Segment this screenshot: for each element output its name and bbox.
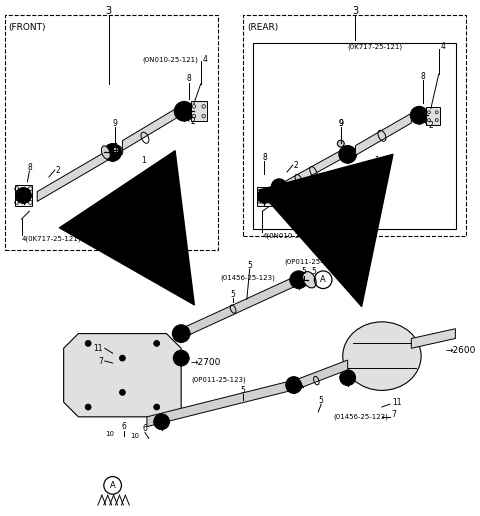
Circle shape [104,143,121,161]
Ellipse shape [343,322,421,391]
Ellipse shape [112,147,119,154]
Polygon shape [181,275,299,338]
Circle shape [339,146,357,163]
Text: 1: 1 [375,156,379,165]
Circle shape [16,188,31,203]
Circle shape [174,102,194,121]
Circle shape [154,414,169,430]
Bar [5,15,218,250]
Circle shape [271,179,287,195]
Circle shape [120,390,125,395]
Polygon shape [37,148,113,201]
Bar [257,187,272,206]
Polygon shape [356,113,411,155]
Circle shape [286,377,301,392]
Text: 11: 11 [392,398,401,407]
Bar [15,185,32,206]
Text: 2: 2 [294,160,299,170]
Text: 10: 10 [105,431,114,438]
Ellipse shape [303,271,316,288]
Circle shape [340,370,356,385]
Polygon shape [286,151,341,190]
Text: 6: 6 [143,424,147,433]
Text: 5: 5 [311,267,316,277]
Text: 8: 8 [262,153,267,162]
Polygon shape [411,329,456,348]
Ellipse shape [337,140,344,147]
Bar [426,107,440,125]
Text: 3: 3 [106,6,112,17]
Text: (0P011-25-123): (0P011-25-123) [191,376,246,383]
Text: 3: 3 [352,6,359,17]
Text: 5: 5 [231,290,236,299]
Text: →2700: →2700 [191,359,221,367]
Text: 8: 8 [187,74,192,84]
Polygon shape [64,334,181,417]
Text: 7: 7 [392,410,396,420]
Text: 5: 5 [247,261,252,269]
Text: 5: 5 [240,386,245,395]
Ellipse shape [101,146,110,159]
Circle shape [120,355,125,361]
Text: 9: 9 [112,119,117,127]
Text: (0P011-25-123): (0P011-25-123) [284,259,339,265]
Circle shape [258,190,271,203]
Text: 5: 5 [319,396,324,405]
Text: →2600: →2600 [445,346,476,354]
Text: 11: 11 [93,344,103,353]
Bar [243,15,466,236]
Text: A: A [320,275,326,284]
Circle shape [172,325,190,343]
Text: (0N010-25-121): (0N010-25-121) [142,56,198,62]
Text: (0K717-25-121): (0K717-25-121) [348,43,403,50]
Text: 4(0N010-25-121): 4(0N010-25-121) [263,232,323,239]
Text: (REAR): (REAR) [247,23,278,32]
Text: 4: 4 [203,55,207,64]
Bar [252,43,456,229]
Polygon shape [147,378,303,427]
Circle shape [154,404,160,410]
Text: 2: 2 [429,121,434,130]
Text: 2: 2 [191,117,196,125]
Bar [191,102,206,121]
Text: 8: 8 [27,163,32,172]
Text: 5: 5 [301,267,306,277]
Text: 1: 1 [142,156,146,165]
Text: 6: 6 [122,422,127,431]
Circle shape [286,378,301,393]
Text: (01456-25-123): (01456-25-123) [220,275,275,281]
Text: 9: 9 [338,119,343,127]
Text: 7: 7 [98,357,103,365]
Text: (01456-25-123): (01456-25-123) [333,414,388,420]
Circle shape [290,271,308,288]
Circle shape [85,404,91,410]
Text: 4(0K717-25-121): 4(0K717-25-121) [22,235,81,242]
Text: 8: 8 [420,72,425,80]
Text: 9: 9 [338,119,343,127]
Circle shape [154,341,160,346]
Text: 10: 10 [131,433,140,440]
Polygon shape [122,105,181,151]
Circle shape [410,106,428,124]
Circle shape [173,350,189,366]
Circle shape [85,341,91,346]
Text: 2: 2 [56,166,60,174]
Text: (FRONT): (FRONT) [8,23,45,32]
Text: 4: 4 [441,42,445,51]
Polygon shape [294,360,348,391]
Text: A: A [110,481,116,490]
